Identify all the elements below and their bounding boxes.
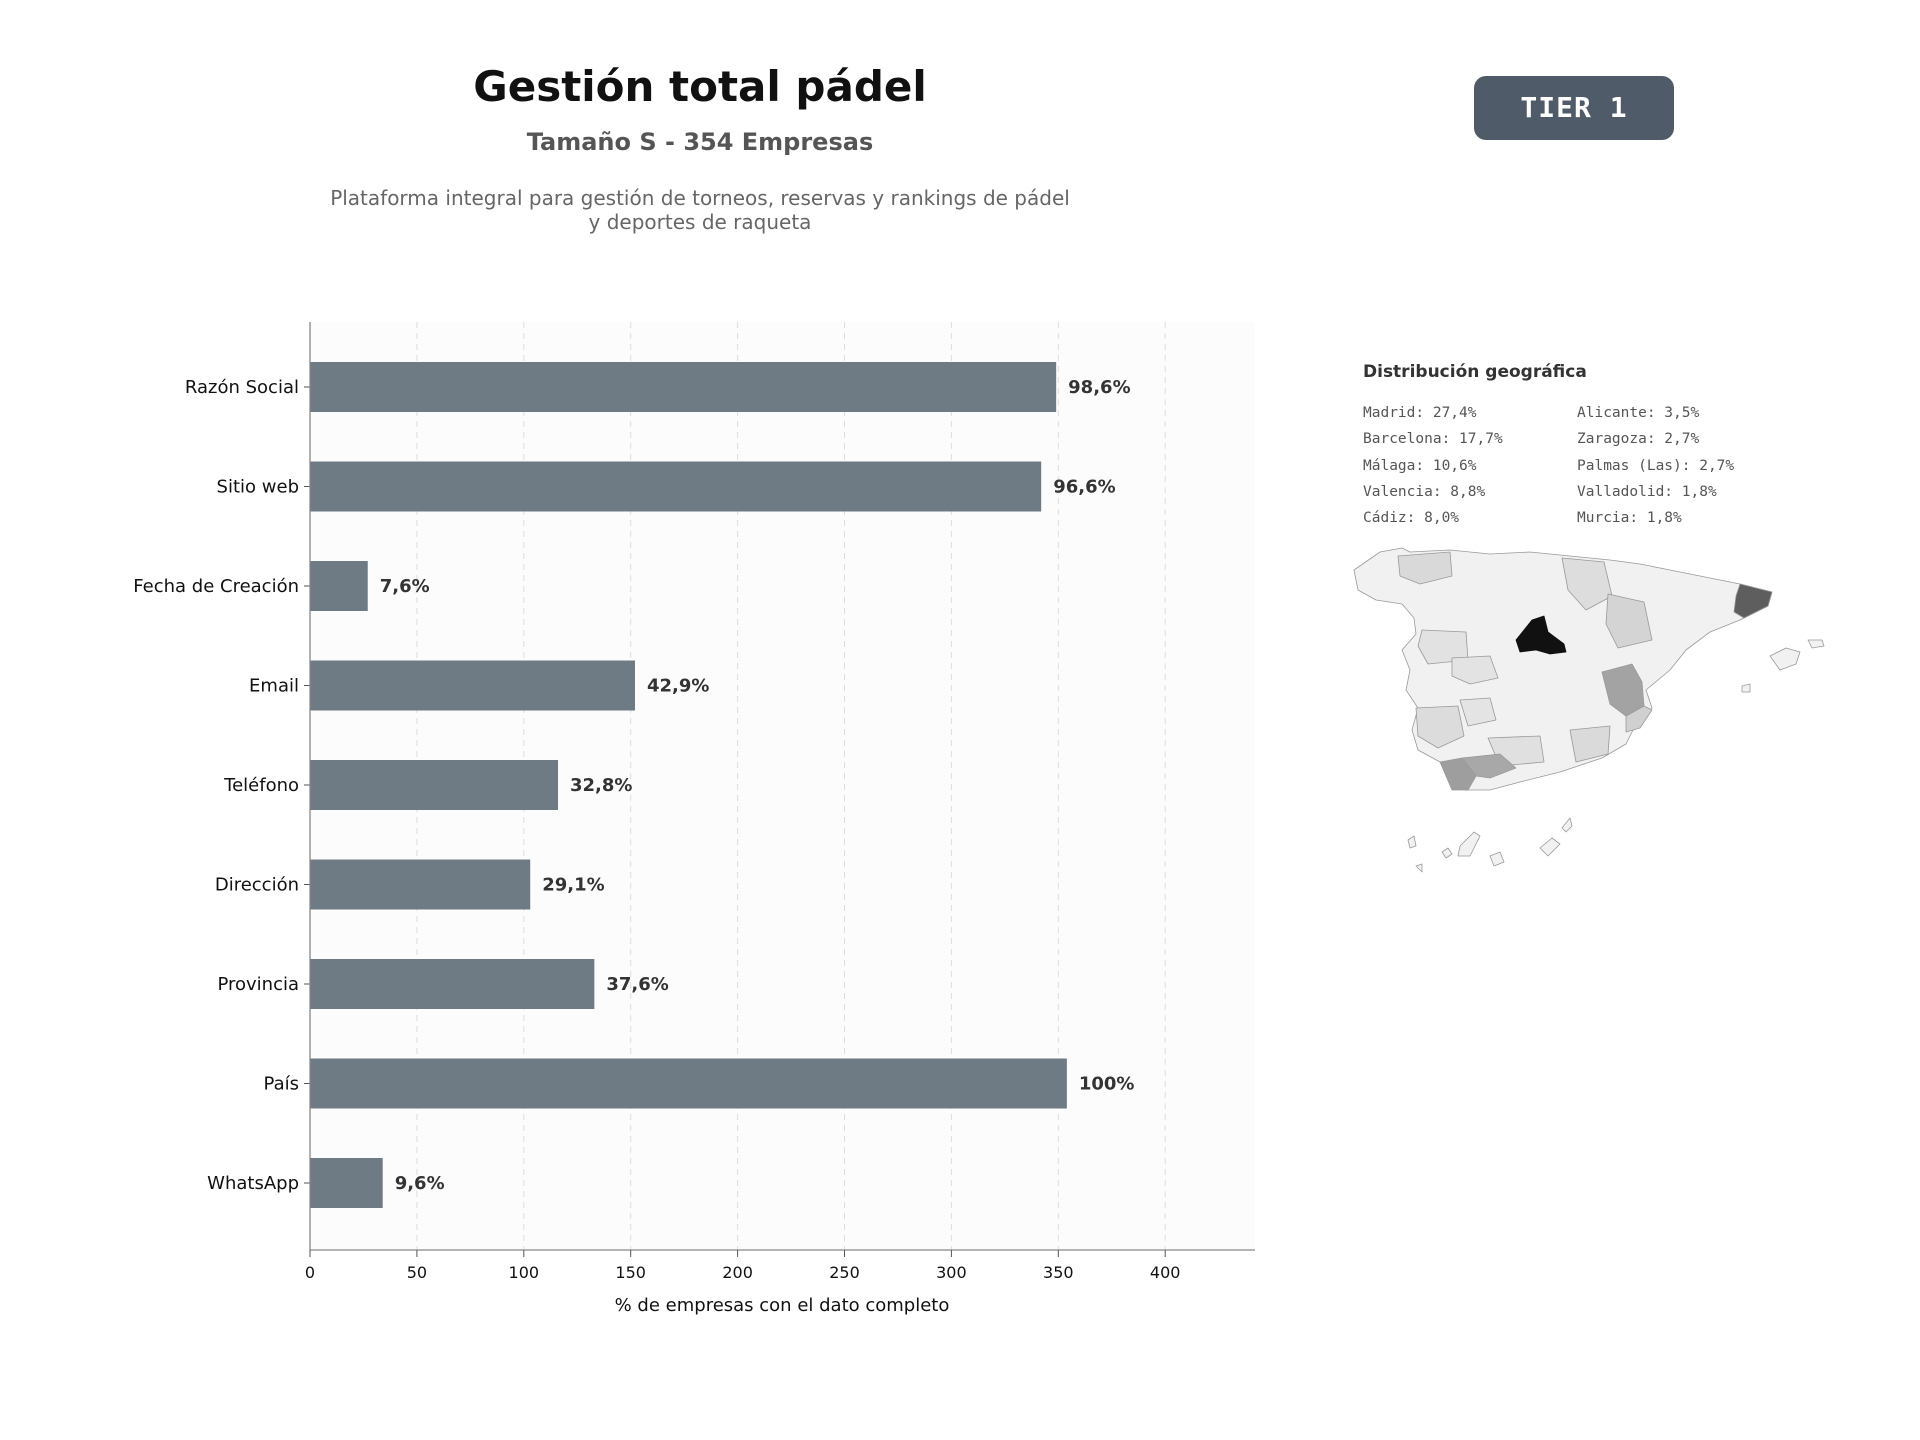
map-region-madrid	[1515, 615, 1567, 655]
geo-item: Valladolid: 1,8%	[1577, 483, 1717, 500]
map-region	[1459, 697, 1497, 727]
x-tick-label: 250	[829, 1263, 860, 1282]
category-label: País	[264, 1074, 299, 1095]
page-title: Gestión total pádel	[473, 62, 927, 111]
x-axis-label: % de empresas con el dato completo	[615, 1295, 950, 1316]
x-tick-label: 100	[509, 1263, 540, 1282]
map-region-malaga	[1461, 753, 1517, 779]
x-tick-label: 200	[722, 1263, 753, 1282]
value-label: 42,9%	[647, 676, 709, 697]
bar	[310, 461, 1042, 512]
value-label: 96,6%	[1053, 477, 1115, 498]
geo-title: Distribución geográfica	[1363, 362, 1587, 382]
map-canary	[1457, 831, 1481, 857]
map-balearic	[1741, 683, 1751, 693]
value-label: 100%	[1079, 1074, 1135, 1095]
bar	[310, 760, 559, 810]
bar	[310, 1058, 1067, 1109]
geo-list-left: Madrid: 27,4% Barcelona: 17,7% Málaga: 1…	[1363, 400, 1503, 531]
category-label: Razón Social	[185, 377, 299, 398]
category-label: Dirección	[215, 875, 299, 896]
map-balearic	[1807, 639, 1825, 649]
x-tick-label: 400	[1150, 1263, 1181, 1282]
map-region-barcelona	[1733, 583, 1773, 619]
category-label: Fecha de Creación	[133, 576, 299, 597]
geo-item: Málaga: 10,6%	[1363, 457, 1477, 474]
geo-list-right: Alicante: 3,5% Zaragoza: 2,7% Palmas (La…	[1577, 400, 1734, 531]
map-canary	[1415, 863, 1423, 873]
value-label: 9,6%	[395, 1173, 445, 1194]
geo-item: Alicante: 3,5%	[1577, 405, 1700, 421]
geo-item: Cádiz: 8,0%	[1363, 510, 1460, 527]
category-label: Email	[249, 676, 299, 697]
x-tick-label: 150	[615, 1263, 646, 1282]
bar	[310, 660, 635, 711]
bar	[310, 959, 595, 1009]
page-description: Plataforma integral para gestión de torn…	[330, 186, 1070, 234]
x-tick-label: 50	[407, 1263, 427, 1282]
map-region	[1451, 655, 1499, 685]
map-region-alicante	[1625, 705, 1653, 733]
bar	[310, 859, 531, 910]
map-mainland	[1353, 547, 1773, 791]
map-canary	[1441, 847, 1453, 859]
geo-item: Palmas (Las): 2,7%	[1577, 457, 1735, 474]
tier-badge: TIER 1	[1474, 76, 1674, 140]
bar	[310, 561, 368, 611]
x-axis-ticks: 0 50 100 150 200 250 300 350 400	[305, 1250, 1181, 1282]
geo-item: Murcia: 1,8%	[1577, 510, 1682, 527]
map-balearic	[1769, 647, 1801, 671]
map-region	[1417, 629, 1469, 665]
category-label: Sitio web	[217, 477, 299, 498]
value-label: 37,6%	[606, 974, 668, 995]
value-label: 7,6%	[380, 576, 430, 597]
category-label: WhatsApp	[207, 1173, 299, 1194]
map-region	[1561, 557, 1613, 611]
category-label: Provincia	[217, 974, 299, 995]
bar	[310, 1158, 383, 1208]
bar	[310, 362, 1057, 412]
page-subtitle: Tamaño S - 354 Empresas	[526, 128, 874, 156]
bar-chart: Razón Social 98,6% Sitio web 96,6% Fecha de …	[133, 322, 1255, 1316]
map-region-cadiz	[1439, 757, 1477, 791]
map-region	[1397, 551, 1453, 585]
x-tick-label: 300	[936, 1263, 967, 1282]
map-canary	[1407, 835, 1417, 849]
spain-map	[1353, 547, 1825, 873]
map-region	[1415, 705, 1465, 749]
x-tick-label: 0	[305, 1263, 315, 1282]
map-canary	[1561, 817, 1573, 833]
geo-item: Zaragoza: 2,7%	[1577, 431, 1700, 448]
map-region	[1569, 725, 1611, 763]
map-canary	[1489, 851, 1505, 867]
bars: Razón Social 98,6% Sitio web 96,6% Fecha de …	[133, 362, 1134, 1208]
map-canary	[1539, 837, 1561, 857]
geo-item: Madrid: 27,4%	[1363, 405, 1477, 421]
value-label: 32,8%	[570, 775, 632, 796]
geo-item: Barcelona: 17,7%	[1363, 431, 1503, 448]
map-region	[1605, 593, 1653, 649]
value-label: 98,6%	[1068, 377, 1130, 398]
geo-item: Valencia: 8,8%	[1363, 483, 1486, 500]
x-tick-label: 350	[1043, 1263, 1074, 1282]
value-label: 29,1%	[542, 875, 604, 896]
category-label: Teléfono	[223, 775, 299, 796]
